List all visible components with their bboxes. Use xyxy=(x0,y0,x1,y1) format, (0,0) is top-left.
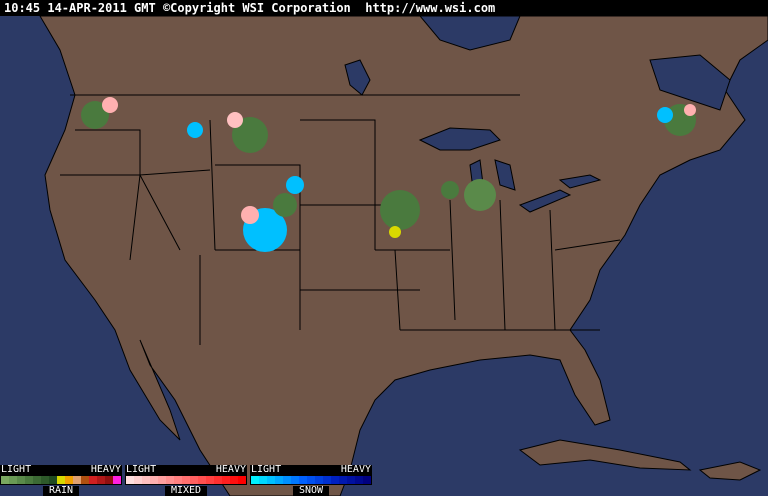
legend-swatch xyxy=(142,476,150,484)
legend-mixed: LIGHT HEAVY MIXED xyxy=(125,465,247,496)
legend-swatch xyxy=(89,476,97,484)
legend-swatch xyxy=(81,476,89,484)
legend-swatch xyxy=(17,476,25,484)
legend-swatch xyxy=(113,476,121,484)
legend-swatch xyxy=(150,476,158,484)
hispaniola xyxy=(698,461,762,481)
legend-swatch xyxy=(134,476,142,484)
legend-swatch xyxy=(323,476,331,484)
legend-swatch xyxy=(65,476,73,484)
legend-swatch xyxy=(158,476,166,484)
legend-light-label: LIGHT xyxy=(126,464,157,475)
legend-heavy-label: HEAVY xyxy=(340,464,371,475)
legend-rain: LIGHT HEAVY RAIN xyxy=(0,465,122,496)
legend-light-label: LIGHT xyxy=(1,464,32,475)
legend-swatch xyxy=(49,476,57,484)
legend-swatch xyxy=(97,476,105,484)
legend-heavy-label: HEAVY xyxy=(90,464,121,475)
legend-swatch xyxy=(222,476,230,484)
legend-swatch xyxy=(275,476,283,484)
legend-swatch xyxy=(33,476,41,484)
legend-swatch xyxy=(339,476,347,484)
legend-swatch xyxy=(331,476,339,484)
legend-swatch xyxy=(315,476,323,484)
legend-swatch xyxy=(291,476,299,484)
legend-swatch xyxy=(283,476,291,484)
legend-swatch xyxy=(307,476,315,484)
legend-snow: LIGHT HEAVY SNOW xyxy=(250,465,372,496)
legend-swatch xyxy=(9,476,17,484)
legend-swatch xyxy=(182,476,190,484)
legend-swatch xyxy=(355,476,363,484)
legend-light-label: LIGHT xyxy=(251,464,282,475)
legend-swatch xyxy=(190,476,198,484)
legend-swatch xyxy=(166,476,174,484)
legend-swatch xyxy=(57,476,65,484)
hudson-bay xyxy=(418,15,521,51)
north-america-landmass xyxy=(39,15,768,496)
legend-swatch xyxy=(126,476,134,484)
legend-swatch xyxy=(267,476,275,484)
legend-swatch xyxy=(41,476,49,484)
legend-name: SNOW xyxy=(293,486,329,496)
lake-winnipeg xyxy=(344,59,371,96)
mixed-color-scale xyxy=(125,475,247,485)
legend-swatch xyxy=(25,476,33,484)
legend-heavy-label: HEAVY xyxy=(215,464,246,475)
legend-swatch xyxy=(174,476,182,484)
legend-swatch xyxy=(206,476,214,484)
legend-name: RAIN xyxy=(43,486,79,496)
legend-swatch xyxy=(73,476,81,484)
legend-swatch xyxy=(214,476,222,484)
legend-swatch xyxy=(347,476,355,484)
legend-name: MIXED xyxy=(165,486,207,496)
timestamp-copyright-header: 10:45 14-APR-2011 GMT ©Copyright WSI Cor… xyxy=(0,0,768,16)
legend-swatch xyxy=(230,476,238,484)
state-borders xyxy=(60,94,621,345)
cuba xyxy=(518,439,692,471)
legend-swatch xyxy=(299,476,307,484)
legend-swatch xyxy=(259,476,267,484)
legend-swatch xyxy=(251,476,259,484)
legend-swatch xyxy=(238,476,246,484)
snow-color-scale xyxy=(250,475,372,485)
radar-echoes xyxy=(81,97,696,252)
gulf-st-lawrence xyxy=(649,54,731,111)
legend-swatch xyxy=(105,476,113,484)
rain-color-scale xyxy=(0,475,122,485)
legend-swatch xyxy=(363,476,371,484)
legend-swatch xyxy=(1,476,9,484)
legend-swatch xyxy=(198,476,206,484)
